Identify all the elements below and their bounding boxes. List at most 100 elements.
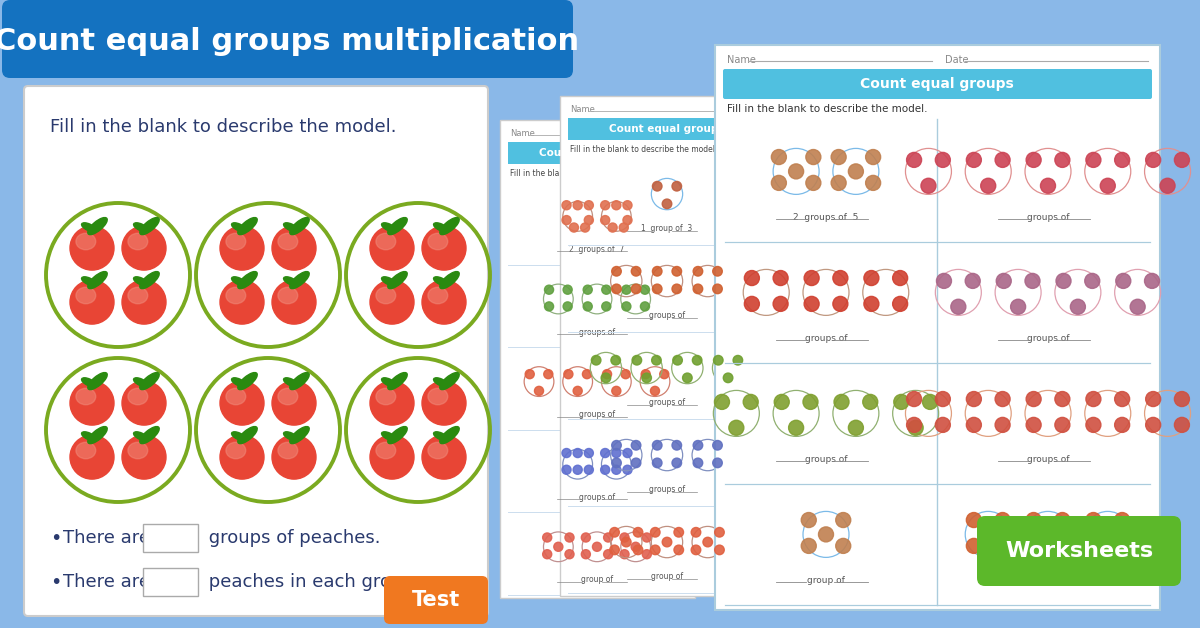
Ellipse shape [128,233,148,250]
Circle shape [772,175,786,190]
Circle shape [1115,538,1129,553]
Circle shape [619,223,629,232]
Circle shape [743,394,758,409]
Circle shape [935,391,950,406]
FancyBboxPatch shape [508,142,686,164]
Circle shape [672,266,682,276]
Ellipse shape [433,432,448,441]
Circle shape [623,465,632,474]
Circle shape [674,545,684,555]
Circle shape [864,271,878,286]
Circle shape [1086,153,1100,168]
Circle shape [713,440,722,450]
Circle shape [634,545,643,555]
Circle shape [694,458,703,468]
Ellipse shape [382,223,396,232]
Circle shape [584,215,593,225]
Circle shape [574,465,582,474]
Ellipse shape [226,233,246,250]
Ellipse shape [422,280,466,324]
Circle shape [581,550,590,559]
Ellipse shape [88,217,107,235]
Ellipse shape [133,223,148,232]
Ellipse shape [428,287,448,304]
Circle shape [1146,153,1160,168]
Circle shape [1055,538,1070,553]
Circle shape [1026,512,1042,528]
Circle shape [804,296,820,311]
Circle shape [893,271,907,286]
Circle shape [623,201,632,210]
Ellipse shape [278,287,298,304]
Circle shape [563,302,572,311]
Circle shape [966,391,982,406]
Circle shape [631,458,641,468]
Ellipse shape [88,372,107,389]
Circle shape [1086,418,1100,433]
Circle shape [1055,391,1070,406]
Text: groups of: groups of [578,493,616,502]
Circle shape [863,394,877,409]
Circle shape [526,370,534,379]
Ellipse shape [238,217,257,235]
Ellipse shape [272,226,316,270]
Circle shape [1026,391,1042,406]
Circle shape [631,266,641,276]
Ellipse shape [226,287,246,304]
Circle shape [592,355,601,365]
Text: 2  groups of  7: 2 groups of 7 [569,245,625,254]
Circle shape [631,440,641,450]
Circle shape [612,440,622,450]
Text: Count equal groups multiplication: Count equal groups multiplication [0,28,580,57]
Text: Name: Name [570,106,595,114]
Ellipse shape [382,378,396,387]
Ellipse shape [388,217,407,235]
FancyBboxPatch shape [977,516,1181,586]
FancyBboxPatch shape [560,96,775,596]
Circle shape [631,284,641,294]
Circle shape [691,528,701,537]
FancyBboxPatch shape [143,524,198,552]
Circle shape [653,440,662,450]
FancyBboxPatch shape [24,86,488,616]
Ellipse shape [238,271,257,289]
Ellipse shape [88,271,107,289]
Circle shape [908,420,923,435]
Ellipse shape [376,233,396,250]
Circle shape [683,373,692,382]
Circle shape [995,391,1010,406]
Circle shape [691,545,701,555]
Circle shape [1025,273,1040,288]
Circle shape [1086,538,1100,553]
Circle shape [773,271,788,286]
Text: There are: There are [64,529,156,547]
Circle shape [612,448,620,458]
Ellipse shape [232,223,246,232]
Circle shape [574,201,582,210]
Text: groups of peaches.: groups of peaches. [203,529,380,547]
Text: Fill in the blank to describe the model.: Fill in the blank to describe the model. [510,170,658,178]
Text: groups of: groups of [1027,576,1069,585]
Circle shape [672,458,682,468]
Ellipse shape [289,271,310,289]
Circle shape [601,448,610,458]
Circle shape [1055,512,1070,528]
Circle shape [1085,273,1099,288]
Circle shape [713,266,722,276]
Circle shape [545,302,553,311]
Ellipse shape [82,277,96,286]
Ellipse shape [382,277,396,286]
Text: Fill in the blank to describe the model.: Fill in the blank to describe the model. [570,146,718,154]
Circle shape [672,181,682,191]
Circle shape [1100,178,1115,193]
Ellipse shape [122,435,166,479]
Ellipse shape [139,271,160,289]
Ellipse shape [278,388,298,405]
Circle shape [604,550,613,559]
Circle shape [804,271,820,286]
Ellipse shape [70,381,114,425]
Circle shape [583,285,593,295]
Circle shape [641,370,650,379]
Ellipse shape [388,426,407,443]
Ellipse shape [272,280,316,324]
